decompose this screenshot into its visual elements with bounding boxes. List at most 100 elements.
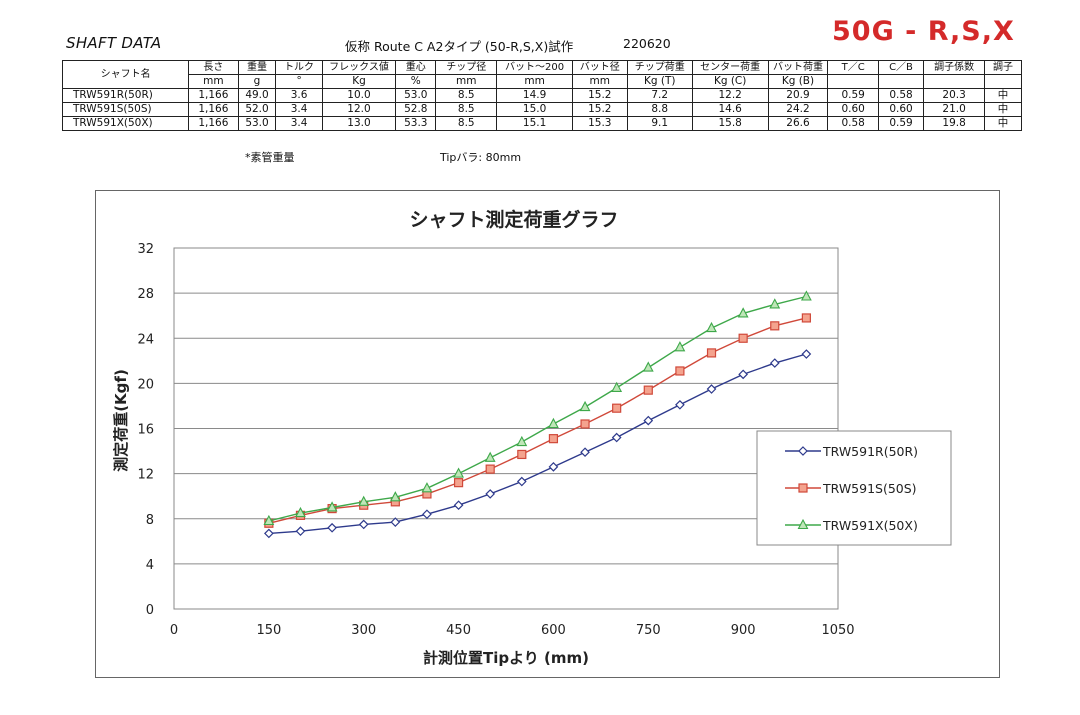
series-line-3 <box>268 295 807 522</box>
y-tick-label: 24 <box>137 332 154 347</box>
data-point <box>517 449 527 460</box>
y-tick-label: 20 <box>137 377 154 392</box>
data-point <box>580 447 590 458</box>
legend-label: TRW591S(50S) <box>822 481 917 496</box>
data-point <box>800 290 812 301</box>
tip-trim-note: Tipバラ: 80mm <box>440 151 522 164</box>
legend-marker <box>798 483 808 493</box>
sheet-title: SHAFT DATA <box>66 34 162 52</box>
table-cell: 中 <box>984 116 1022 131</box>
x-tick-label: 300 <box>351 623 376 638</box>
table-cell: 9.1 <box>626 116 693 131</box>
model-badge: 50G - R,S,X <box>832 16 1015 47</box>
data-point <box>358 495 370 506</box>
data-point <box>706 384 717 394</box>
data-point <box>389 491 401 502</box>
data-point <box>548 462 559 472</box>
data-point <box>485 489 496 499</box>
table-cell: 15.1 <box>496 116 573 131</box>
data-point <box>769 358 780 368</box>
data-point <box>421 482 433 493</box>
data-point <box>738 369 748 380</box>
x-tick-label: 0 <box>170 623 178 638</box>
data-point <box>295 506 306 518</box>
data-point <box>801 313 811 323</box>
data-point <box>453 500 464 511</box>
data-point <box>548 434 559 444</box>
x-tick-label: 750 <box>636 623 661 638</box>
legend-label: TRW591X(50X) <box>822 518 918 533</box>
data-point <box>327 522 337 533</box>
x-tick-label: 1050 <box>821 623 854 638</box>
data-point <box>516 476 527 487</box>
data-point <box>737 307 749 318</box>
data-point <box>611 432 622 443</box>
data-point <box>675 366 685 376</box>
y-tick-label: 28 <box>137 287 154 302</box>
table-row: TRW591R(50R) 1,166 49.0 3.6 10.0 53.0 8.… <box>61 88 1022 103</box>
data-point <box>642 361 654 372</box>
series-line-1 <box>268 353 807 535</box>
data-point <box>706 321 717 333</box>
x-tick-label: 450 <box>446 623 471 638</box>
y-tick-label: 12 <box>137 468 154 483</box>
table-cell: TRW591X(50X) <box>61 116 190 131</box>
provisional-name: 仮称 Route C A2タイプ (50-R,S,X)試作 <box>345 39 574 54</box>
y-tick-label: 0 <box>146 603 154 618</box>
weight-note: *素管重量 <box>245 151 295 164</box>
y-tick-label: 16 <box>137 423 154 438</box>
data-point <box>453 467 464 478</box>
y-axis-title: 測定荷重(Kgf) <box>112 369 130 472</box>
data-point <box>674 341 686 352</box>
header-cell: シャフト名 <box>61 60 190 89</box>
x-axis-title: 計測位置Tipより (mm) <box>423 649 589 667</box>
legend-label: TRW591R(50R) <box>822 444 918 459</box>
data-point <box>295 526 306 537</box>
data-point <box>484 451 496 462</box>
y-tick-label: 32 <box>137 242 154 257</box>
data-point <box>675 399 685 410</box>
x-tick-label: 150 <box>256 623 281 638</box>
data-point <box>390 517 401 527</box>
y-tick-label: 4 <box>146 558 154 573</box>
data-point <box>516 435 528 447</box>
data-point <box>485 464 495 474</box>
data-point <box>770 321 780 331</box>
data-point <box>612 403 622 413</box>
data-point <box>263 514 275 526</box>
data-point <box>801 349 812 359</box>
data-point <box>579 400 591 412</box>
data-point <box>548 417 559 429</box>
table-cell: 3.4 <box>275 116 323 131</box>
chart-title: シャフト測定荷重グラフ <box>409 208 618 231</box>
table-cell: 26.6 <box>767 116 829 131</box>
table-cell: 0.59 <box>877 116 925 131</box>
table-row: TRW591X(50X) 1,166 53.0 3.4 13.0 53.3 8.… <box>61 116 1022 131</box>
table-cell: 0.58 <box>877 88 925 103</box>
spec-header-row: シャフト名 長さ 重量 トルク フレックス値 重心 チップ径 バット～200 バ… <box>61 60 1022 89</box>
spec-table: シャフト名 長さ 重量 トルク フレックス値 重心 チップ径 バット～200 バ… <box>61 60 1022 131</box>
data-point <box>358 519 369 530</box>
data-point <box>706 348 717 358</box>
legend-marker <box>798 446 808 456</box>
table-cell: 0.58 <box>827 116 879 131</box>
table-cell: 1,166 <box>188 88 239 103</box>
data-point <box>738 333 748 343</box>
table-cell: 13.0 <box>321 116 397 131</box>
data-point <box>264 528 274 539</box>
table-row: TRW591S(50S) 1,166 52.0 3.4 12.0 52.8 8.… <box>61 102 1022 117</box>
table-cell: 8.5 <box>435 116 498 131</box>
sheet-date: 220620 <box>623 36 671 51</box>
data-point <box>580 419 590 429</box>
data-point <box>643 415 654 426</box>
y-tick-label: 8 <box>146 513 154 528</box>
data-point <box>643 385 653 395</box>
x-tick-label: 600 <box>541 623 566 638</box>
data-point <box>422 509 432 520</box>
table-cell: 15.3 <box>571 116 628 131</box>
data-point <box>611 381 623 392</box>
table-cell: 1,166 <box>188 116 239 131</box>
data-point <box>453 478 464 488</box>
legend-marker <box>797 518 809 530</box>
